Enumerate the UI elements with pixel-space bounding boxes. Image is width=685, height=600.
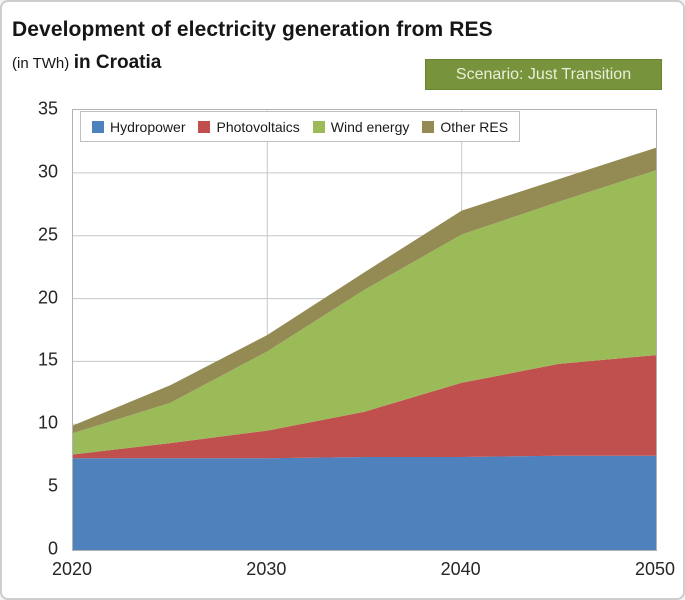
chart-title: Development of electricity generation fr…	[12, 18, 493, 41]
x-tick-label: 2030	[246, 559, 287, 579]
hydropower-swatch-icon	[92, 120, 104, 133]
chart-subtitle: (in TWh) in Croatia	[12, 52, 161, 74]
x-tick-label: 2020	[51, 559, 93, 579]
legend-item-wind-energy: Wind energy	[312, 118, 410, 135]
y-tick-label: 0	[47, 538, 58, 559]
legend-label: Wind energy	[330, 118, 410, 135]
other-res-swatch-icon	[422, 120, 435, 133]
chart-region-label: in Croatia	[73, 52, 162, 73]
plot-area	[72, 109, 657, 551]
chart-unit-label: (in TWh)	[12, 55, 70, 72]
stacked-area-svg	[73, 110, 656, 550]
y-tick-label: 5	[47, 475, 58, 496]
legend-label: Photovoltaics	[216, 118, 300, 135]
legend-label: Other RES	[440, 118, 509, 135]
y-tick-label: 20	[37, 287, 58, 308]
y-tick-label: 35	[37, 98, 58, 119]
x-tick-label: 2040	[440, 559, 481, 579]
legend-label: Hydropower	[110, 118, 186, 135]
legend-item-hydropower: Hydropower	[92, 119, 185, 135]
legend-item-photovoltaics: Photovoltaics	[198, 118, 300, 135]
y-tick-label: 10	[37, 412, 58, 433]
wind-energy-swatch-icon	[312, 120, 325, 133]
legend: Hydropower Photovoltaics Wind energy Oth…	[80, 111, 521, 142]
y-tick-label: 30	[37, 161, 58, 182]
photovoltaics-swatch-icon	[198, 120, 211, 133]
legend-item-other-res: Other RES	[422, 119, 508, 135]
x-tick-label: 2050	[634, 559, 676, 579]
y-tick-label: 25	[37, 224, 58, 245]
y-tick-label: 15	[37, 349, 58, 370]
scenario-badge: Scenario: Just Transition	[425, 59, 662, 90]
